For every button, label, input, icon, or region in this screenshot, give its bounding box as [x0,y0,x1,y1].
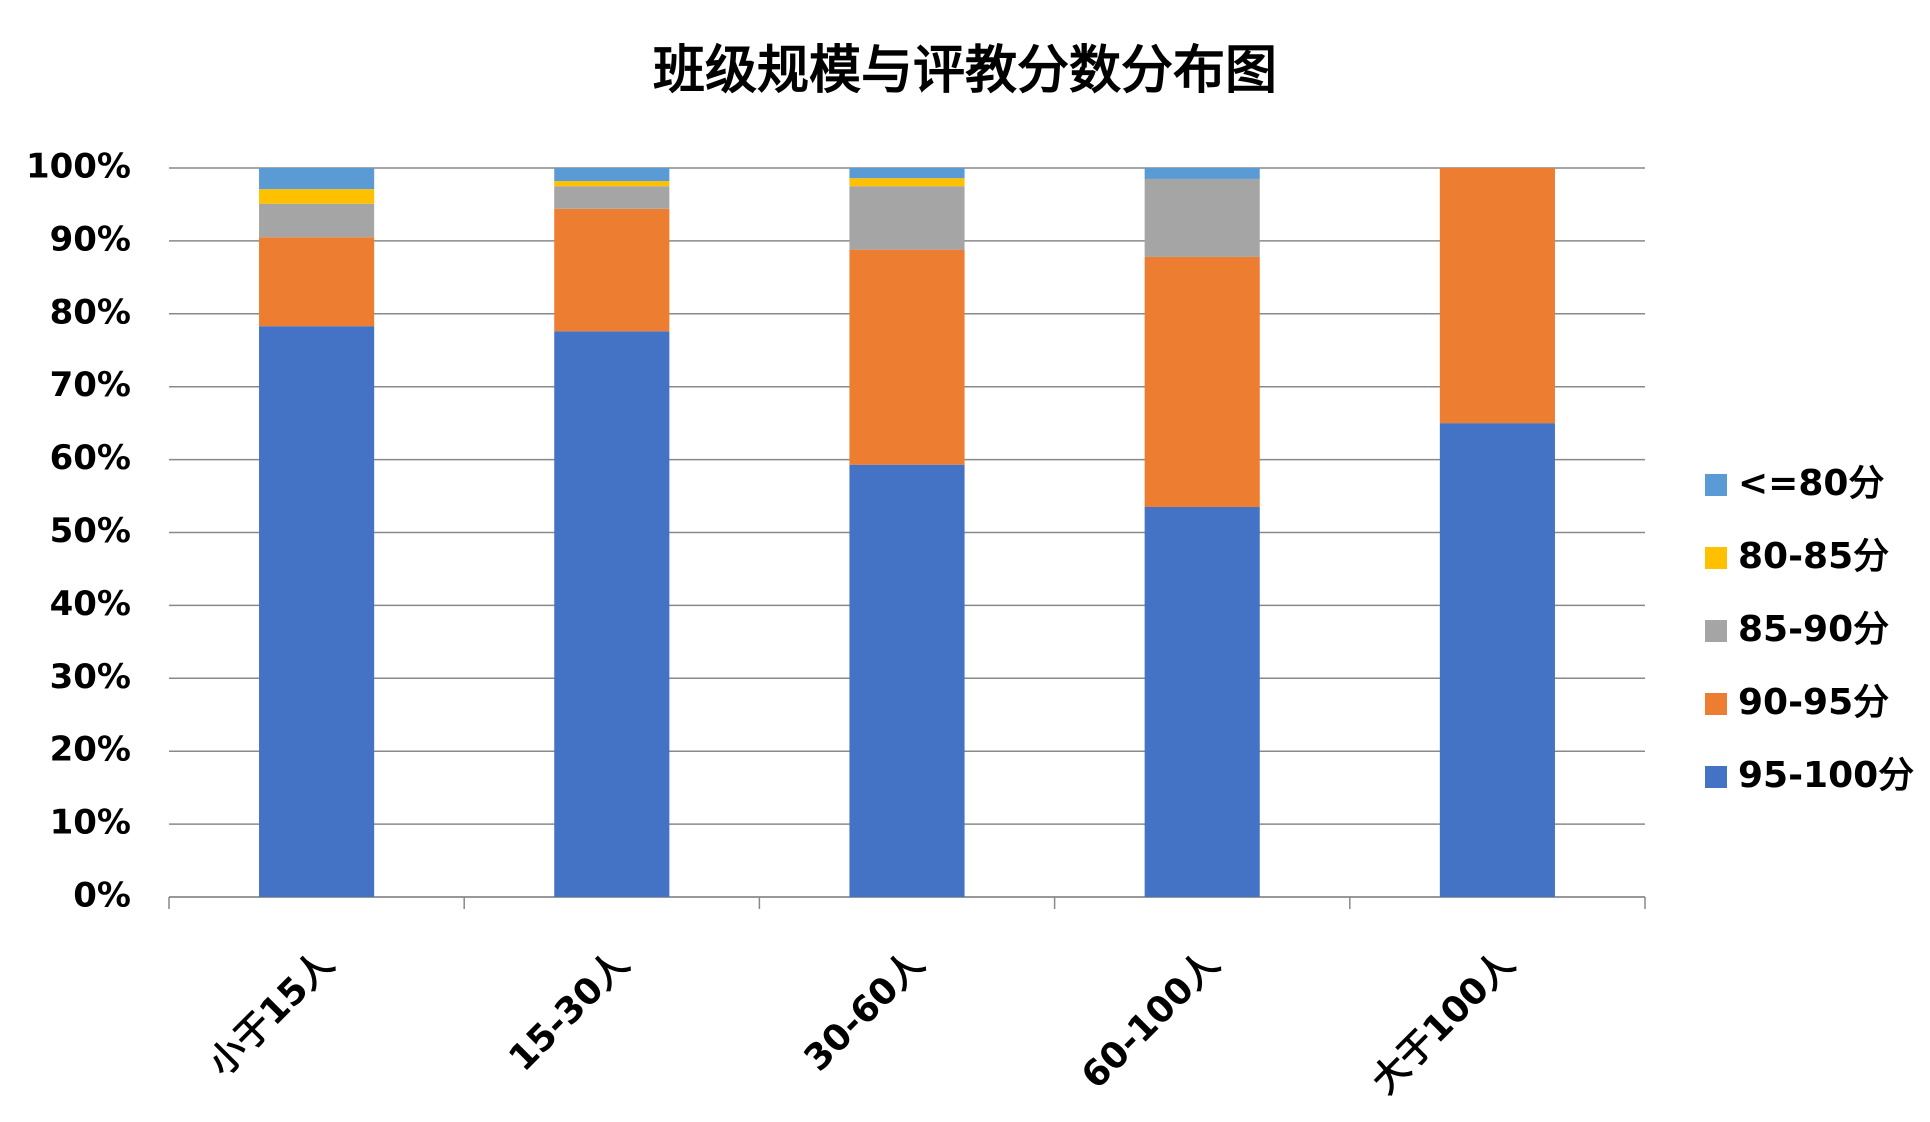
legend-label: 95-100分 [1738,755,1914,796]
y-tick-label: 100% [26,147,131,187]
legend-swatch [1705,620,1727,642]
bar-segment [849,168,965,179]
legend-label: 90-95分 [1738,682,1889,723]
x-tick-label: 30-60人 [797,943,933,1079]
bar-segment [849,464,965,897]
bar-segment [1439,168,1555,424]
y-tick-label: 20% [50,730,131,770]
bar-segment [259,203,375,238]
legend-swatch [1705,474,1727,496]
x-tick-label: 小于15人 [201,943,342,1084]
y-tick-label: 0% [73,876,131,916]
bar-segment [554,168,670,182]
bar-segment [1144,168,1260,179]
bar-segment [849,178,965,187]
bar-segment [1144,506,1260,897]
bar-segment [1144,256,1260,507]
legend-label: <=80分 [1738,463,1884,504]
legend-label: 80-85分 [1738,536,1889,577]
legend-swatch [1705,766,1727,788]
y-tick-label: 60% [50,438,131,478]
y-tick-label: 70% [50,365,131,405]
bar-segment [554,186,670,209]
x-tick-label: 大于100人 [1364,943,1523,1102]
x-tick-label: 60-100人 [1074,943,1228,1097]
y-tick-label: 90% [50,219,131,259]
y-tick-label: 40% [50,584,131,624]
legend-swatch [1705,547,1727,569]
bar-segment [1439,423,1555,897]
bar-segment [259,189,375,204]
legend-label: 85-90分 [1738,609,1889,650]
bar-segment [849,249,965,465]
bar-segment [259,168,375,190]
bar-segment [1144,178,1260,257]
bar-segment [259,326,375,897]
legend-swatch [1705,693,1727,715]
y-tick-label: 10% [50,803,131,843]
bar-segment [554,208,670,332]
x-tick-label: 15-30人 [501,943,637,1079]
bar-segment [554,181,670,187]
bar-segment [259,237,375,327]
chart-title: 班级规模与评教分数分布图 [653,41,1277,101]
y-tick-label: 50% [50,511,131,551]
y-tick-label: 80% [50,292,131,332]
y-tick-label: 30% [50,657,131,697]
bar-segment [554,331,670,897]
bar-segment [849,186,965,250]
